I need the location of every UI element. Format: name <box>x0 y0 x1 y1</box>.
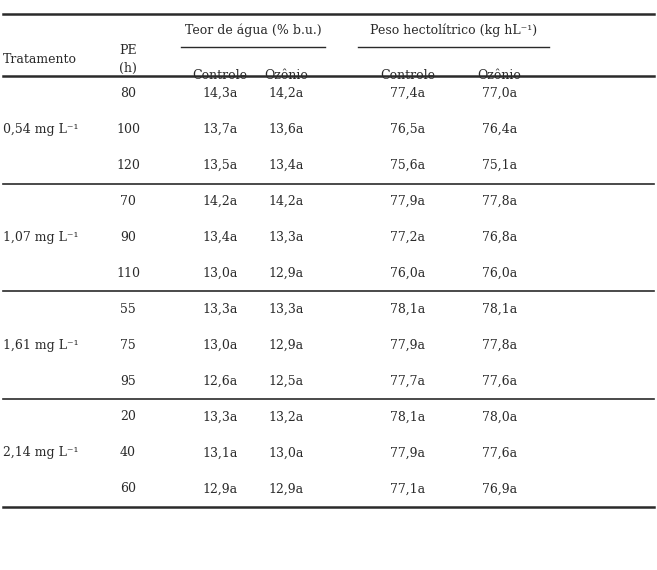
Text: 120: 120 <box>116 159 140 172</box>
Text: Peso hectolítrico (kg hL⁻¹): Peso hectolítrico (kg hL⁻¹) <box>370 23 537 37</box>
Text: 1,07 mg L⁻¹: 1,07 mg L⁻¹ <box>3 231 79 244</box>
Text: 14,2a: 14,2a <box>202 195 238 208</box>
Text: PE
(h): PE (h) <box>119 44 137 75</box>
Text: 13,0a: 13,0a <box>268 446 304 459</box>
Text: 70: 70 <box>120 195 136 208</box>
Text: 78,1a: 78,1a <box>390 410 425 424</box>
Text: 78,1a: 78,1a <box>390 303 425 316</box>
Text: 76,4a: 76,4a <box>482 123 517 136</box>
Text: 13,4a: 13,4a <box>202 231 238 244</box>
Text: 13,4a: 13,4a <box>268 159 304 172</box>
Text: 78,0a: 78,0a <box>482 410 517 424</box>
Text: 13,3a: 13,3a <box>268 231 304 244</box>
Text: 76,0a: 76,0a <box>390 267 425 280</box>
Text: 12,9a: 12,9a <box>268 267 304 280</box>
Text: 100: 100 <box>116 123 140 136</box>
Text: 40: 40 <box>120 446 136 459</box>
Text: Ozônio: Ozônio <box>478 70 521 82</box>
Text: 77,2a: 77,2a <box>390 231 425 244</box>
Text: 13,2a: 13,2a <box>268 410 304 424</box>
Text: 55: 55 <box>120 303 136 316</box>
Text: 13,3a: 13,3a <box>268 303 304 316</box>
Text: 13,3a: 13,3a <box>202 303 238 316</box>
Text: 13,6a: 13,6a <box>268 123 304 136</box>
Text: 77,8a: 77,8a <box>482 339 517 352</box>
Text: 80: 80 <box>120 87 136 100</box>
Text: 75: 75 <box>120 339 136 352</box>
Text: 76,9a: 76,9a <box>482 482 517 495</box>
Text: 76,8a: 76,8a <box>482 231 517 244</box>
Text: 12,9a: 12,9a <box>268 482 304 495</box>
Text: Controle: Controle <box>380 70 435 82</box>
Text: 12,9a: 12,9a <box>202 482 238 495</box>
Text: Teor de água (% b.u.): Teor de água (% b.u.) <box>185 23 321 37</box>
Text: 77,1a: 77,1a <box>390 482 425 495</box>
Text: 12,5a: 12,5a <box>268 374 304 388</box>
Text: 77,9a: 77,9a <box>390 339 425 352</box>
Text: 77,0a: 77,0a <box>482 87 517 100</box>
Text: 12,6a: 12,6a <box>202 374 238 388</box>
Text: 77,8a: 77,8a <box>482 195 517 208</box>
Text: 14,2a: 14,2a <box>268 87 304 100</box>
Text: 95: 95 <box>120 374 136 388</box>
Text: 14,3a: 14,3a <box>202 87 238 100</box>
Text: Ozônio: Ozônio <box>264 70 307 82</box>
Text: 110: 110 <box>116 267 140 280</box>
Text: 76,0a: 76,0a <box>482 267 517 280</box>
Text: 13,3a: 13,3a <box>202 410 238 424</box>
Text: 77,9a: 77,9a <box>390 446 425 459</box>
Text: Controle: Controle <box>193 70 248 82</box>
Text: 77,9a: 77,9a <box>390 195 425 208</box>
Text: 13,7a: 13,7a <box>202 123 238 136</box>
Text: 13,1a: 13,1a <box>202 446 238 459</box>
Text: 77,4a: 77,4a <box>390 87 425 100</box>
Text: 77,7a: 77,7a <box>390 374 425 388</box>
Text: 60: 60 <box>120 482 136 495</box>
Text: 77,6a: 77,6a <box>482 374 517 388</box>
Text: 14,2a: 14,2a <box>268 195 304 208</box>
Text: 13,0a: 13,0a <box>202 267 238 280</box>
Text: Tratamento: Tratamento <box>3 54 78 66</box>
Text: 2,14 mg L⁻¹: 2,14 mg L⁻¹ <box>3 446 79 459</box>
Text: 13,0a: 13,0a <box>202 339 238 352</box>
Text: 77,6a: 77,6a <box>482 446 517 459</box>
Text: 76,5a: 76,5a <box>390 123 425 136</box>
Text: 78,1a: 78,1a <box>482 303 517 316</box>
Text: 13,5a: 13,5a <box>202 159 238 172</box>
Text: 75,1a: 75,1a <box>482 159 517 172</box>
Text: 75,6a: 75,6a <box>390 159 425 172</box>
Text: 12,9a: 12,9a <box>268 339 304 352</box>
Text: 1,61 mg L⁻¹: 1,61 mg L⁻¹ <box>3 339 79 352</box>
Text: 90: 90 <box>120 231 136 244</box>
Text: 20: 20 <box>120 410 136 424</box>
Text: 0,54 mg L⁻¹: 0,54 mg L⁻¹ <box>3 123 79 136</box>
